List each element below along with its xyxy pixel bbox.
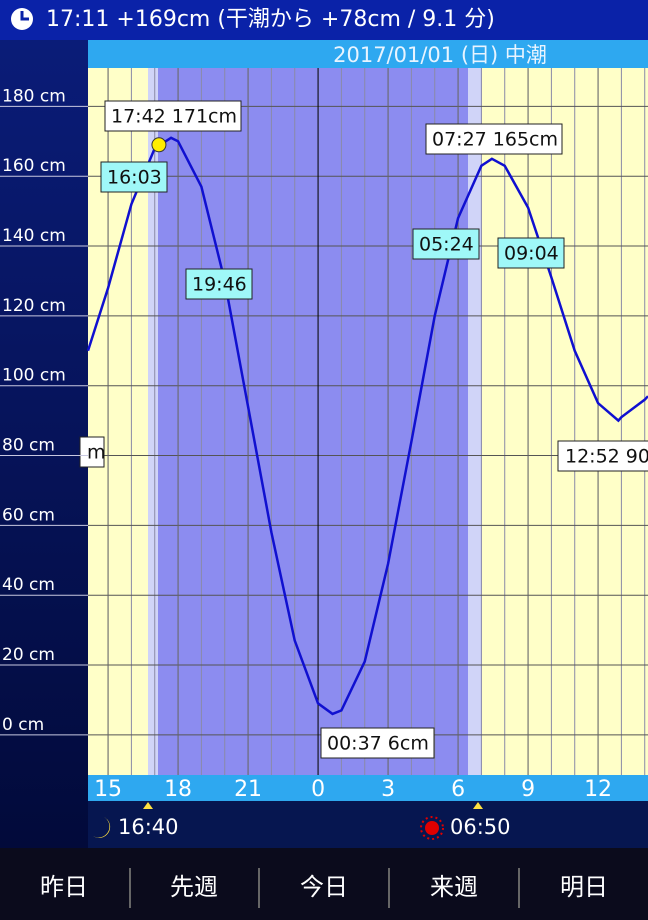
y-tick-label: 140 cm [2, 226, 66, 246]
annotation: 07:27 165cm [425, 123, 563, 155]
y-tick-label: 160 cm [2, 156, 66, 176]
button[interactable]: 明日 [560, 873, 608, 901]
date-label: 2017/01/01 (日) 中潮 [333, 43, 547, 67]
y-tick-label: 40 cm [2, 575, 55, 595]
button-separators [129, 868, 520, 908]
annotation-text: 09:04 [504, 243, 559, 265]
button[interactable]: 先週 [170, 873, 218, 901]
twilight-band [148, 68, 158, 775]
clock-hands [20, 11, 29, 21]
annotation: 12:52 90 [557, 440, 648, 472]
annotation: 05:24 [412, 228, 480, 260]
x-tick-label: 0 [311, 777, 325, 802]
status-bar [0, 0, 648, 40]
annotation-text: 16:03 [107, 167, 162, 189]
x-tick-label: 9 [521, 777, 535, 802]
sun-icon [420, 816, 444, 840]
annotation-text: 07:27 165cm [432, 129, 558, 151]
date-bar [88, 40, 648, 68]
twilight-band [468, 68, 482, 775]
x-tick-label: 21 [234, 777, 262, 802]
annotation: m [79, 436, 106, 468]
annotation-text: 05:24 [419, 234, 474, 256]
annotation: 17:42 171cm [104, 100, 242, 132]
annotation-text: 12:52 90 [565, 446, 648, 468]
status-text: 17:11 +169cm (干潮から +78cm / 9.1 分) [46, 7, 495, 32]
annotation: 16:03 [100, 161, 168, 193]
x-tick-label: 12 [584, 777, 612, 802]
moon-marker [143, 802, 153, 809]
button-bar [0, 848, 648, 920]
annotation: 19:46 [185, 268, 253, 300]
x-tick-label: 15 [94, 777, 122, 802]
annotation-text: 17:42 171cm [111, 106, 237, 128]
sun-moon-bar [88, 801, 648, 848]
annotation-text: 19:46 [192, 274, 247, 296]
annotation-text: 00:37 6cm [327, 733, 429, 755]
night-band [158, 68, 468, 775]
x-labels: 15 18 21 0 3 6 9 12 [94, 777, 612, 802]
x-tick-label: 18 [164, 777, 192, 802]
x-tick-label: 6 [451, 777, 465, 802]
button[interactable]: 来週 [430, 873, 478, 901]
annotation-text: m [87, 442, 106, 464]
y-tick-label: 20 cm [2, 645, 55, 665]
button[interactable]: 今日 [300, 873, 348, 901]
y-tick-label: 80 cm [2, 436, 55, 456]
x-axis-bar [88, 775, 648, 801]
plot [86, 136, 648, 716]
sun-time: 06:50 [450, 815, 511, 839]
y-tick-label: 120 cm [2, 296, 66, 316]
x-tick-label: 3 [381, 777, 395, 802]
annotation: 09:04 [497, 237, 565, 269]
y-tick-label: 0 cm [2, 715, 44, 735]
moon-time: 16:40 [118, 815, 179, 839]
sun-marker [473, 802, 483, 809]
axis-panel [0, 40, 88, 848]
tide-line [86, 136, 648, 716]
button[interactable]: 昨日 [40, 873, 88, 901]
y-tick-label: 60 cm [2, 505, 55, 525]
current-marker [151, 137, 167, 153]
annotation: 00:37 6cm [320, 727, 435, 759]
y-tick-label: 180 cm [2, 86, 66, 106]
y-tick-label: 100 cm [2, 366, 66, 386]
